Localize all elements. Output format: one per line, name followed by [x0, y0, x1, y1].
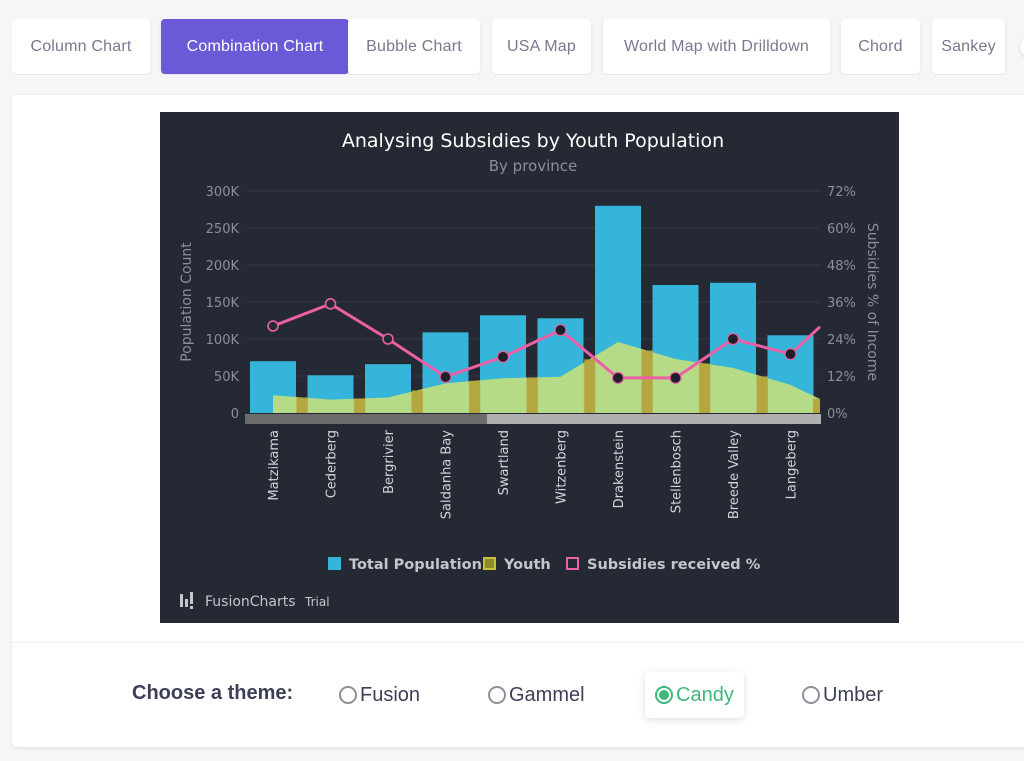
- x-tick-label: Matzikama: [267, 430, 282, 501]
- x-tick-label: Bergrivier: [382, 429, 397, 494]
- point-subsidies[interactable]: [784, 348, 797, 361]
- y-tick-label: 150K: [206, 296, 240, 311]
- legend-label-total-population: Total Population: [349, 557, 482, 573]
- y2-tick-label: 36%: [827, 296, 856, 311]
- legend-label-subsidies: Subsidies received %: [587, 557, 761, 573]
- legend-item-youth[interactable]: Youth: [483, 557, 551, 573]
- theme-picker: Choose a theme: Fusion Gammel Candy Umbe…: [0, 672, 1024, 720]
- x-tick-label: Witzenberg: [555, 430, 570, 504]
- y2-tick-label: 12%: [827, 370, 856, 385]
- y-tick-label: 300K: [206, 185, 240, 200]
- x-tick-label: Stellenbosch: [670, 430, 685, 513]
- point-subsidies[interactable]: [439, 370, 452, 384]
- legend-label-youth: Youth: [503, 557, 551, 573]
- y2-axis-title: Subsidies % of Income: [864, 223, 880, 381]
- area-youth-gap: [756, 376, 768, 413]
- theme-option-label: Fusion: [360, 683, 421, 706]
- fusioncharts-logo: FusionCharts Trial: [180, 592, 330, 610]
- tab-column-chart[interactable]: Column Chart: [12, 19, 150, 74]
- axes: 0 50K 100K 150K 200K 250K 300K 0% 12% 24% 36% 48% 60…: [206, 185, 856, 519]
- chart-title: Analysing Subsidies by Youth Population: [342, 130, 724, 152]
- theme-picker-label: Choose a theme:: [132, 682, 294, 704]
- area-youth-gap: [354, 398, 366, 413]
- tab-world-map-with-drilldown[interactable]: World Map with Drilldown: [603, 19, 830, 74]
- area-youth[interactable]: [273, 341, 820, 413]
- legend-item-total-population[interactable]: Total Population: [328, 557, 482, 573]
- y-tick-label: 250K: [206, 222, 240, 237]
- subsidies-line: [267, 298, 822, 384]
- area-youth-gap: [469, 380, 481, 413]
- chart-legend: Total Population Youth Subsidies receive…: [328, 557, 761, 573]
- branding-suffix: Trial: [304, 595, 330, 609]
- legend-item-subsidies[interactable]: Subsidies received %: [566, 557, 761, 573]
- radio-circle-icon[interactable]: [339, 686, 357, 704]
- area-youth-gap: [584, 359, 596, 413]
- area-youth-gap: [699, 363, 711, 413]
- tab-bubble-chart[interactable]: Bubble Chart: [348, 19, 480, 74]
- chart-subtitle: By province: [489, 157, 578, 175]
- legend-swatch-total-population: [328, 557, 341, 570]
- tab-chord[interactable]: Chord: [841, 19, 920, 74]
- x-tick-label: Saldanha Bay: [440, 430, 455, 520]
- legend-swatch-youth: [483, 557, 496, 570]
- theme-option-gammel[interactable]: Gammel: [488, 672, 585, 718]
- x-tick-label: Drakenstein: [612, 430, 627, 508]
- chart-type-tabs: Column Chart Combination Chart Bubble Char…: [12, 19, 1024, 75]
- combination-chart: 0 50K 100K 150K 200K 250K 300K 0% 12% 24% 36% 48% 60…: [160, 112, 899, 623]
- point-subsidies[interactable]: [382, 333, 394, 345]
- tabs-scroll-next-button[interactable]: [1020, 37, 1024, 57]
- scrollbar-thumb[interactable]: [245, 414, 487, 424]
- logo-bar-icon: [180, 594, 183, 607]
- point-subsidies[interactable]: [669, 371, 682, 384]
- point-subsidies[interactable]: [726, 332, 740, 346]
- logo-bar-icon: [190, 606, 193, 609]
- point-subsidies[interactable]: [267, 320, 279, 332]
- area-youth-gap: [813, 398, 820, 413]
- y-tick-label: 0: [231, 407, 239, 422]
- radio-circle-icon[interactable]: [488, 686, 506, 704]
- y2-tick-label: 24%: [827, 333, 856, 348]
- theme-option-candy[interactable]: Candy: [645, 672, 744, 718]
- scrollbar-track[interactable]: [245, 414, 821, 424]
- area-youth-gap: [526, 377, 538, 413]
- y-tick-label: 50K: [214, 370, 240, 385]
- logo-bar-icon: [190, 592, 193, 604]
- area-youth-gap: [411, 390, 423, 413]
- y-axis-title: Population Count: [179, 242, 195, 362]
- area-youth-gap: [641, 350, 653, 413]
- chart-svg: 0 50K 100K 150K 200K 250K 300K 0% 12% 24% 36% 48% 60…: [179, 130, 880, 610]
- y2-tick-label: 48%: [827, 259, 856, 274]
- y2-tick-label: 72%: [827, 185, 856, 200]
- legend-swatch-subsidies: [566, 557, 579, 570]
- y-tick-label: 100K: [206, 333, 240, 348]
- point-subsidies[interactable]: [554, 323, 567, 337]
- tab-sankey[interactable]: Sankey: [932, 19, 1005, 74]
- theme-option-label: Umber: [823, 683, 884, 706]
- y2-tick-label: 0%: [827, 407, 848, 422]
- theme-option-umber[interactable]: Umber: [802, 672, 883, 718]
- point-subsidies[interactable]: [611, 371, 625, 384]
- point-subsidies[interactable]: [324, 298, 337, 310]
- area-youth-gap: [296, 397, 308, 413]
- youth-area: [273, 341, 820, 413]
- x-tick-label: Swartland: [497, 430, 512, 495]
- card-divider: [12, 642, 1024, 643]
- tab-usa-map[interactable]: USA Map: [492, 19, 591, 74]
- theme-option-fusion[interactable]: Fusion: [339, 672, 420, 718]
- point-subsidies[interactable]: [496, 350, 510, 363]
- radio-selected-icon[interactable]: [655, 686, 673, 704]
- logo-bar-icon: [185, 599, 188, 607]
- branding-name: FusionCharts: [205, 594, 296, 610]
- tab-combination-chart[interactable]: Combination Chart: [161, 19, 349, 74]
- radio-circle-icon[interactable]: [802, 686, 820, 704]
- x-tick-label: Langeberg: [785, 430, 800, 499]
- x-tick-label: Breede Valley: [727, 430, 742, 519]
- theme-option-label: Gammel: [509, 683, 585, 706]
- theme-option-label: Candy: [676, 683, 734, 706]
- x-tick-label: Cederberg: [325, 430, 340, 498]
- y2-tick-label: 60%: [827, 222, 856, 237]
- y-tick-label: 200K: [206, 259, 240, 274]
